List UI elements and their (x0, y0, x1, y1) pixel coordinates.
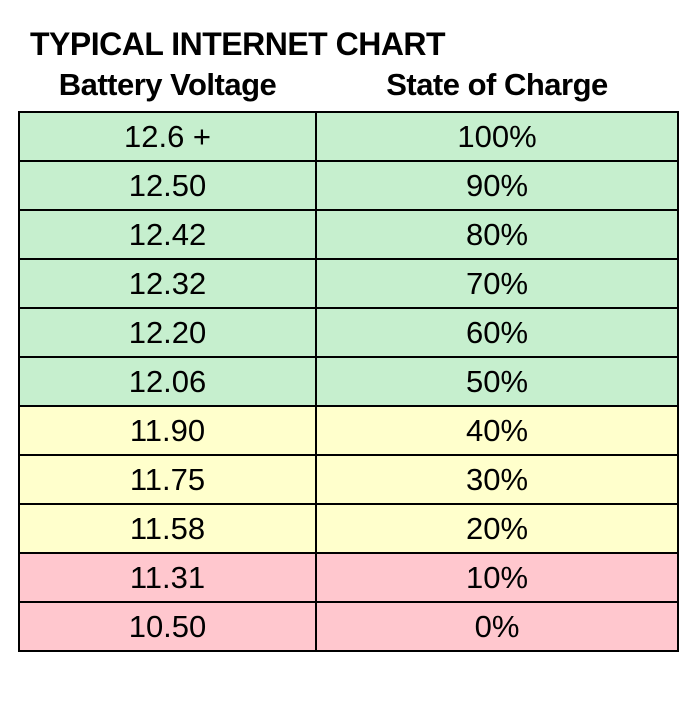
voltage-cell: 12.32 (18, 258, 317, 309)
table-row: 12.20 60% (18, 307, 679, 358)
column-header-battery-voltage: Battery Voltage (19, 65, 316, 112)
state-of-charge-cell: 30% (315, 454, 679, 505)
state-of-charge-cell: 70% (315, 258, 679, 309)
state-of-charge-cell: 0% (315, 601, 679, 652)
state-of-charge-cell: 100% (315, 111, 679, 162)
voltage-cell: 11.90 (18, 405, 317, 456)
state-of-charge-cell: 40% (315, 405, 679, 456)
column-header-state-of-charge: State of Charge (316, 65, 678, 112)
voltage-cell: 11.75 (18, 454, 317, 505)
table-row: 10.50 0% (18, 601, 679, 652)
table-row: 12.32 70% (18, 258, 679, 309)
chart-title: TYPICAL INTERNET CHART (30, 26, 446, 62)
state-of-charge-cell: 10% (315, 552, 679, 603)
table-header: Battery Voltage State of Charge (19, 65, 678, 112)
table-row: 12.50 90% (18, 160, 679, 211)
voltage-cell: 12.20 (18, 307, 317, 358)
state-of-charge-cell: 20% (315, 503, 679, 554)
table-row: 11.31 10% (18, 552, 679, 603)
state-of-charge-cell: 90% (315, 160, 679, 211)
state-of-charge-cell: 60% (315, 307, 679, 358)
voltage-cell: 12.6 + (18, 111, 317, 162)
voltage-cell: 10.50 (18, 601, 317, 652)
voltage-cell: 12.50 (18, 160, 317, 211)
table-row: 12.06 50% (18, 356, 679, 407)
state-of-charge-cell: 50% (315, 356, 679, 407)
table-row: 11.90 40% (18, 405, 679, 456)
voltage-cell: 12.06 (18, 356, 317, 407)
table-row: 12.42 80% (18, 209, 679, 260)
voltage-cell: 11.31 (18, 552, 317, 603)
state-of-charge-cell: 80% (315, 209, 679, 260)
table-row: 12.6 + 100% (18, 111, 679, 162)
battery-soc-table: Battery Voltage State of Charge 12.6 + 1… (18, 65, 679, 652)
table-body: 12.6 + 100% 12.50 90% 12.42 80% 12.32 70… (18, 111, 679, 652)
voltage-cell: 12.42 (18, 209, 317, 260)
voltage-cell: 11.58 (18, 503, 317, 554)
table-row: 11.58 20% (18, 503, 679, 554)
table-row: 11.75 30% (18, 454, 679, 505)
